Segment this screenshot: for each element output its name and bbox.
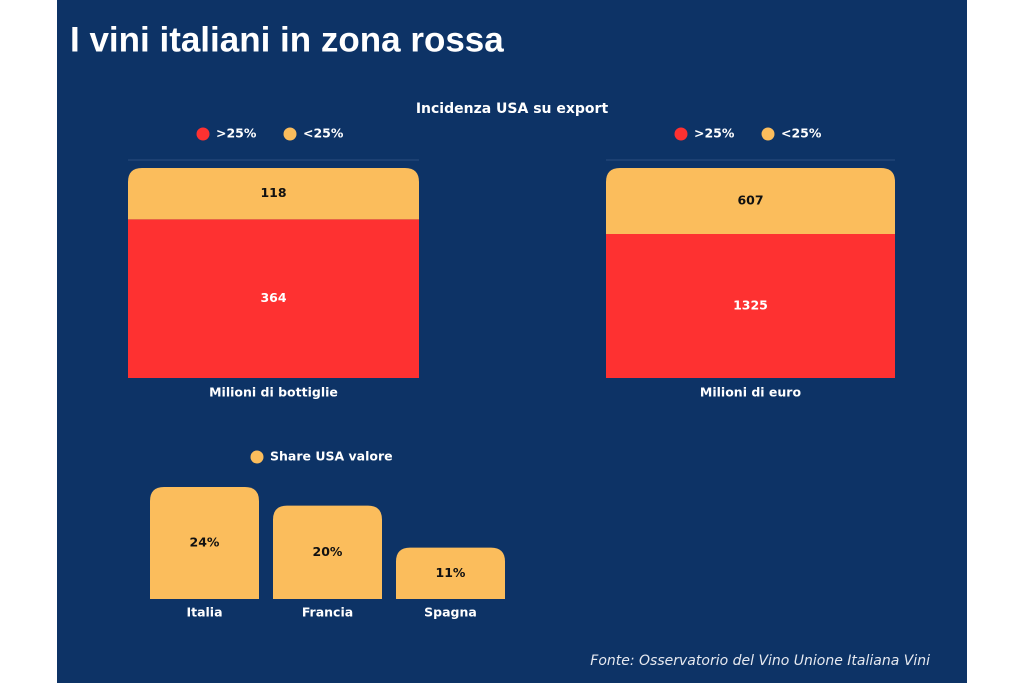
legend-marker [250,450,264,464]
category-label: Francia [302,605,353,620]
category-label: Italia [186,605,222,620]
value-label: 20% [313,544,343,559]
bar-segment [273,505,382,599]
bar-segment [396,547,505,599]
legend-marker [761,127,775,141]
value-label: 11% [436,565,466,580]
value-label: 607 [737,192,763,207]
category-label: Milioni di bottiglie [209,385,338,400]
bar-segment [128,168,419,220]
legend-marker [283,127,297,141]
category-label: Milioni di euro [700,385,802,400]
value-label: 118 [260,185,286,200]
bar-segment [128,219,419,378]
bar-segment [606,168,895,234]
source: Fonte: Osservatorio del Vino Unione Ital… [590,653,930,669]
legend-label: >25% [216,126,257,141]
legend-label: Share USA valore [270,449,393,464]
value-label: 364 [260,290,286,305]
legend-label: <25% [781,126,822,141]
legend-label: >25% [694,126,735,141]
value-label: 24% [190,535,220,550]
category-label: Spagna [424,605,477,620]
legend-marker [196,127,210,141]
value-label: 1325 [733,297,768,312]
bar-segment [150,487,259,599]
subtitle: Incidenza USA su export [416,101,609,117]
bar-segment [606,233,895,378]
legend-marker [674,127,688,141]
title: I vini italiani in zona rossa [70,20,504,59]
legend-label: <25% [303,126,344,141]
